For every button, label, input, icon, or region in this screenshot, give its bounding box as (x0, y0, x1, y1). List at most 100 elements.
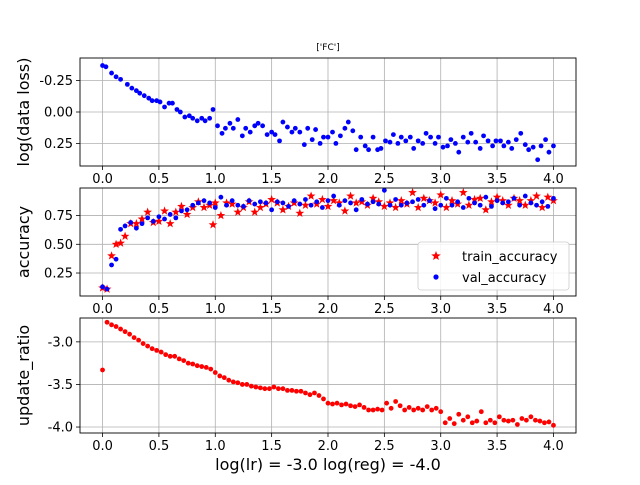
data-point (163, 352, 169, 358)
y-tick-label: -0.25 (39, 74, 73, 89)
data-point (264, 132, 270, 138)
data-point (294, 388, 299, 394)
data-point (235, 117, 241, 122)
data-point (104, 319, 110, 325)
data-point (348, 403, 353, 409)
data-point (543, 137, 548, 143)
data-point (336, 202, 342, 208)
data-point (420, 407, 426, 413)
data-point (252, 201, 258, 207)
data-point (468, 130, 474, 136)
data-point (456, 149, 462, 155)
data-point (194, 118, 200, 124)
data-point (478, 409, 484, 415)
data-point (286, 203, 291, 209)
data-point (221, 375, 227, 381)
data-point (235, 202, 241, 208)
data-point (387, 202, 393, 208)
data-point (333, 140, 339, 146)
data-point (427, 198, 432, 204)
data-point (465, 139, 471, 145)
data-point (316, 393, 322, 398)
data-point (140, 341, 146, 346)
data-point (330, 129, 335, 135)
data-point (449, 202, 455, 208)
data-point (219, 130, 225, 136)
x-tick-label: 4.0 (543, 172, 564, 187)
data-point (528, 414, 534, 420)
data-point-star (120, 231, 130, 240)
data-point (370, 199, 376, 205)
data-point (210, 107, 216, 112)
data-point (136, 337, 142, 343)
data-point (276, 386, 281, 392)
data-point-star (515, 196, 525, 205)
data-point (415, 405, 421, 411)
data-point (358, 134, 364, 140)
data-point-star (498, 196, 508, 205)
data-point-star (301, 200, 310, 209)
data-point-star (458, 188, 468, 197)
data-point (137, 90, 143, 96)
series-points-3 (100, 319, 556, 428)
data-point (366, 147, 371, 153)
x-tick-label: 2.5 (374, 172, 395, 187)
data-point (492, 420, 498, 426)
data-point (118, 226, 123, 232)
data-point (145, 215, 151, 221)
data-point (535, 157, 541, 163)
data-point-star (379, 201, 389, 211)
data-point (181, 358, 187, 363)
data-point (194, 363, 200, 369)
data-point (424, 404, 430, 409)
data-point (390, 132, 396, 138)
data-point (533, 417, 538, 423)
data-point (260, 123, 266, 129)
x-tick-label: 3.5 (487, 172, 508, 187)
data-point (443, 195, 449, 201)
data-point-star (160, 206, 169, 215)
data-point (170, 100, 175, 106)
data-point (388, 405, 394, 411)
data-point (411, 146, 417, 151)
data-point-star (323, 201, 333, 211)
data-point-star (107, 251, 116, 260)
data-point-star (374, 197, 384, 206)
data-point (342, 198, 348, 204)
data-point (246, 198, 252, 204)
data-point-star (492, 192, 502, 201)
data-point (257, 199, 263, 205)
data-point (185, 360, 191, 366)
data-point (113, 74, 119, 80)
data-point-star (475, 193, 485, 203)
data-point (455, 199, 461, 205)
subplot-2: 0.0 0.5 1.0 1.5 2.0 2.5 3.0 3.5 4.0 0.25 0.50 0.75 a… (14, 187, 577, 317)
data-point-star (436, 190, 446, 199)
data-point (402, 407, 408, 413)
x-tick-label: 1.5 (261, 439, 282, 454)
data-point (297, 201, 303, 207)
x-tick-label: 0.5 (149, 439, 170, 454)
data-point (526, 147, 532, 153)
data-point (173, 215, 179, 221)
data-point (398, 134, 404, 140)
data-point (146, 95, 152, 101)
data-point (353, 147, 359, 153)
y-tick-label: 0.50 (44, 238, 73, 253)
data-point (376, 201, 382, 207)
data-point-star (222, 198, 231, 207)
data-point (359, 197, 365, 202)
x-tick-label: 1.5 (261, 172, 282, 187)
data-point-star (165, 219, 175, 228)
data-point-star (208, 220, 218, 229)
data-point (303, 197, 308, 202)
data-point (263, 200, 269, 206)
legend-marker-dot (433, 274, 439, 280)
data-point (366, 407, 371, 413)
data-point (274, 199, 280, 205)
data-point (522, 142, 528, 148)
y-axis-label: log(data loss) (14, 58, 33, 167)
legend-box (417, 241, 570, 291)
legend-label: val_accuracy (462, 271, 547, 286)
x-tick-label: 3.0 (430, 439, 451, 454)
